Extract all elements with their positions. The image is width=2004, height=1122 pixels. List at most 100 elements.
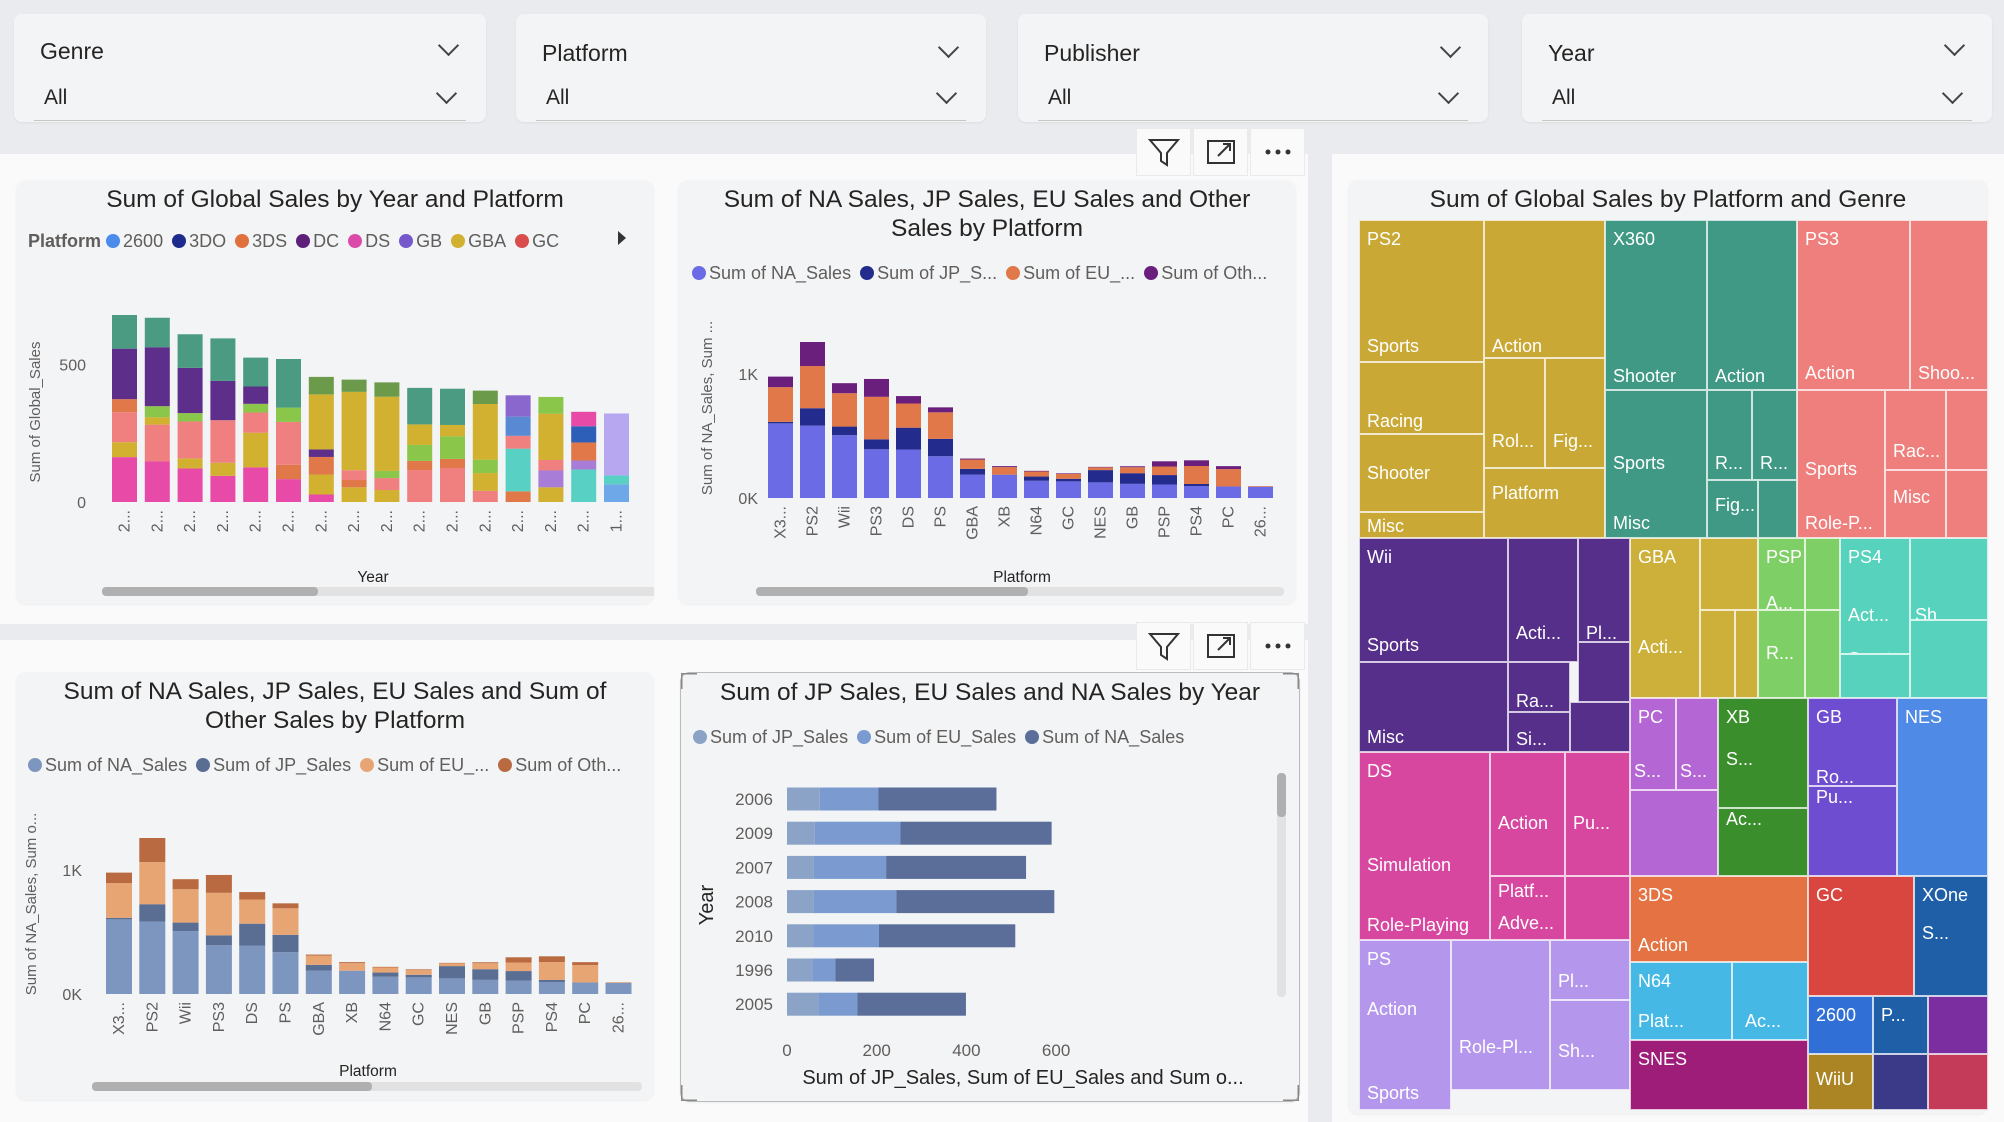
treemap-cell[interactable]: Acti... (1508, 538, 1578, 662)
treemap-cell[interactable]: N64 Plat... (1630, 962, 1732, 1040)
legend-item[interactable]: GB (399, 231, 442, 252)
treemap-cell[interactable] (1873, 1054, 1928, 1110)
treemap-cell[interactable] (1700, 610, 1735, 698)
legend-item[interactable]: GBA (451, 231, 506, 252)
treemap-cell[interactable]: Misc (1885, 470, 1946, 538)
treemap-cell[interactable] (1840, 654, 1910, 698)
treemap-cell[interactable]: R... (1752, 390, 1797, 480)
legend-item[interactable]: Sum of JP_S... (860, 263, 997, 284)
treemap-cell[interactable] (1758, 480, 1797, 538)
treemap-cell[interactable]: PS2 Sports (1359, 220, 1484, 362)
treemap-cell[interactable]: Sports Misc (1605, 390, 1707, 538)
treemap-cell[interactable]: XOne S... (1914, 876, 1988, 996)
legend-item[interactable]: 3DS (235, 231, 287, 252)
more-options-icon[interactable] (1250, 128, 1305, 176)
treemap-cell[interactable]: Sports Role-P... (1797, 390, 1885, 538)
treemap-cell[interactable]: GC (1808, 876, 1914, 996)
treemap-cell[interactable]: GBA Acti... (1630, 538, 1700, 698)
treemap-cell[interactable]: Shoo... (1910, 220, 1988, 390)
chevron-down-icon[interactable] (937, 36, 960, 59)
more-options-icon[interactable] (1250, 622, 1305, 670)
focus-mode-icon[interactable] (1193, 622, 1248, 670)
focus-mode-icon[interactable] (1193, 128, 1248, 176)
slicer-dropdown[interactable] (1542, 76, 1972, 121)
chevron-down-icon[interactable] (1943, 34, 1966, 57)
slicer-dropdown[interactable] (536, 76, 966, 121)
treemap-cell[interactable]: Fig... (1545, 358, 1605, 468)
treemap-cell[interactable]: PS Action Sports (1359, 940, 1451, 1110)
filter-icon[interactable] (1136, 128, 1191, 176)
treemap-cell[interactable]: Si... (1508, 712, 1570, 752)
legend-item[interactable]: Sum of JP_Sales (196, 755, 351, 776)
treemap-cell[interactable]: Ac... (1732, 962, 1808, 1040)
treemap-cell[interactable] (1700, 538, 1758, 610)
treemap-cell[interactable]: R... (1758, 610, 1805, 698)
treemap-cell[interactable]: Ra... (1508, 662, 1570, 712)
slicer-dropdown[interactable] (1038, 76, 1468, 121)
slicer-dropdown[interactable] (34, 76, 466, 121)
legend-item[interactable]: Sum of NA_Sales (1025, 727, 1184, 748)
chart-sales-by-year[interactable]: Sum of JP Sales, EU Sales and NA Sales b… (680, 672, 1300, 1102)
treemap-cell[interactable]: Platf... Adve... (1490, 876, 1565, 940)
treemap-cell[interactable] (1805, 538, 1840, 610)
legend-item[interactable]: DC (296, 231, 339, 252)
treemap-cell[interactable] (1570, 702, 1630, 752)
treemap-cell[interactable] (1910, 620, 1988, 698)
legend-item[interactable]: Sum of JP_Sales (693, 727, 848, 748)
treemap-cell[interactable]: PS3 Action (1797, 220, 1910, 390)
legend-item[interactable]: Sum of NA_Sales (28, 755, 187, 776)
treemap-cell[interactable] (1565, 876, 1630, 940)
treemap-cell[interactable]: X360 Shooter (1605, 220, 1707, 390)
legend-item[interactable]: GC (515, 231, 559, 252)
treemap-cell[interactable]: Shooter (1359, 434, 1484, 512)
chart-regional-sales-with-other[interactable]: Sum of NA Sales, JP Sales, EU Sales and … (16, 672, 654, 1100)
legend-item[interactable]: 3DO (172, 231, 226, 252)
treemap-cell[interactable] (1630, 790, 1718, 876)
filter-icon[interactable] (1136, 622, 1191, 670)
treemap-cell[interactable]: PSP A... (1758, 538, 1805, 610)
treemap-cell[interactable] (1946, 470, 1988, 538)
treemap-cell[interactable] (1946, 390, 1988, 470)
treemap-cell[interactable]: Platform (1484, 468, 1605, 538)
treemap-cell[interactable]: Role-Pl... Fighting (1451, 940, 1550, 1090)
treemap-cell[interactable]: PC S... (1630, 698, 1676, 790)
treemap-cell[interactable]: DS Simulation Role-Playing (1359, 752, 1490, 940)
treemap-cell[interactable]: Action (1707, 220, 1797, 390)
slicer-genre[interactable]: Genre All (14, 14, 486, 122)
treemap-cell[interactable]: 3DS Action (1630, 876, 1808, 962)
treemap-cell[interactable]: WiiU (1808, 1054, 1873, 1110)
chart-regional-sales-by-platform[interactable]: Sum of NA Sales, JP Sales, EU Sales and … (678, 180, 1296, 604)
treemap-cell[interactable]: Pl... (1550, 940, 1630, 1000)
chevron-down-icon[interactable] (1439, 36, 1462, 59)
slicer-platform[interactable]: Platform All (516, 14, 986, 122)
legend-item[interactable]: Sum of EU_... (1006, 263, 1135, 284)
legend-item[interactable]: Sum of EU_... (360, 755, 489, 776)
treemap-cell[interactable]: Ac... (1718, 808, 1808, 876)
treemap-cell[interactable]: Misc (1359, 512, 1484, 538)
treemap-cell[interactable]: Action (1484, 220, 1605, 358)
treemap-cell[interactable]: Pu... (1565, 752, 1630, 876)
treemap-cell[interactable] (1578, 642, 1630, 702)
legend-item[interactable]: Sum of EU_Sales (857, 727, 1016, 748)
slicer-publisher[interactable]: Publisher All (1018, 14, 1488, 122)
treemap-cell[interactable]: Pl... (1578, 538, 1630, 642)
treemap-cell[interactable]: P... (1873, 996, 1928, 1054)
treemap-cell[interactable]: Fig... (1707, 480, 1758, 538)
legend-item[interactable]: Sum of Oth... (1144, 263, 1267, 284)
treemap-cell[interactable] (1735, 610, 1758, 698)
treemap-cell[interactable]: Action (1490, 752, 1565, 876)
treemap-cell[interactable]: SNES (1630, 1040, 1808, 1110)
treemap-cell[interactable]: XB S... (1718, 698, 1808, 808)
legend-item[interactable]: DS (348, 231, 390, 252)
treemap-platform-genre[interactable]: Sum of Global Sales by Platform and Genr… (1348, 180, 1988, 1114)
treemap-cell[interactable] (1805, 610, 1840, 698)
treemap-cell[interactable]: Misc (1359, 662, 1508, 752)
slicer-year[interactable]: Year All (1522, 14, 1992, 122)
treemap-cell[interactable]: NES (1897, 698, 1988, 876)
legend-item[interactable]: Sum of Oth... (498, 755, 621, 776)
treemap-cell[interactable]: Pu... (1808, 786, 1897, 876)
treemap-cell[interactable]: Rac... (1885, 390, 1946, 470)
legend-item[interactable]: Sum of NA_Sales (692, 263, 851, 284)
chart-global-sales-by-year-platform[interactable]: Sum of Global Sales by Year and Platform… (16, 180, 654, 604)
treemap-cell[interactable]: Sh... (1910, 538, 1988, 620)
